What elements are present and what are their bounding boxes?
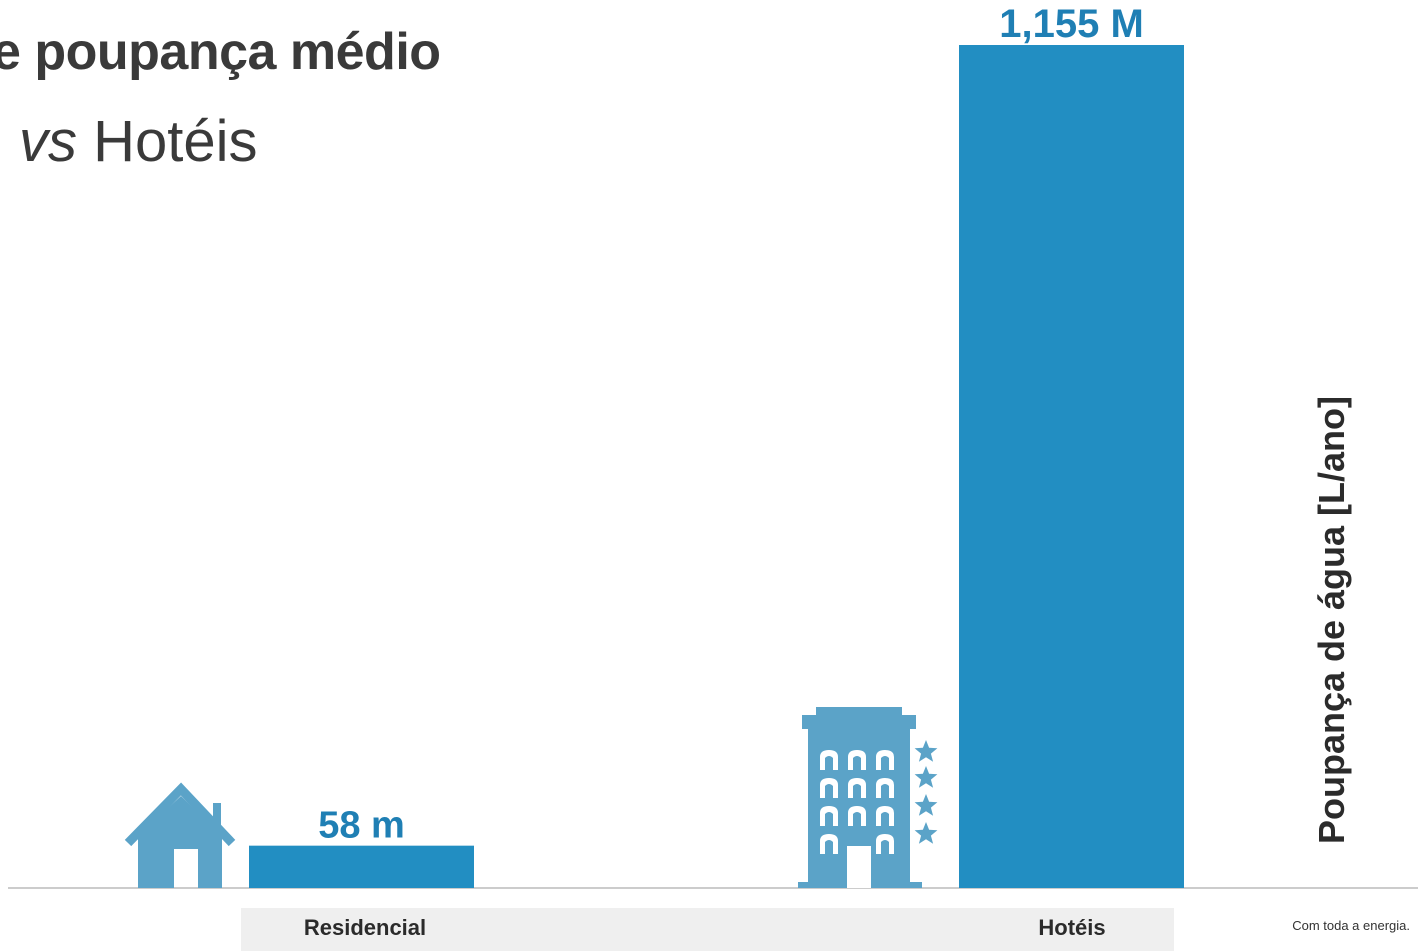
bar-hoteis <box>959 45 1184 888</box>
star-icon <box>914 740 938 762</box>
category-axis-band <box>241 908 1174 951</box>
chart-title-line-1: e poupança médio <box>0 23 441 81</box>
title-vs: vs <box>19 109 77 174</box>
star-icon <box>914 794 938 816</box>
x-tick-label-hoteis: Hotéis <box>1038 915 1106 940</box>
star-icon <box>914 822 938 844</box>
title-prefix: l <box>0 109 19 174</box>
chart-title-line-2: l vs Hotéis <box>0 108 258 175</box>
y-axis-title: Poupança de água [L/ano] <box>1311 395 1352 845</box>
bar-residencial <box>249 845 474 888</box>
title-suffix: Hotéis <box>77 109 258 174</box>
footer-note: Com toda a energia. <box>1292 918 1410 933</box>
data-label-hoteis: 1,155 M <box>999 2 1144 46</box>
data-label-residencial: 58 m <box>318 805 405 847</box>
star-icon <box>914 766 938 788</box>
house-icon <box>124 782 236 888</box>
x-tick-label-residencial: Residencial <box>303 915 427 940</box>
hotel-building-icon <box>798 707 938 888</box>
